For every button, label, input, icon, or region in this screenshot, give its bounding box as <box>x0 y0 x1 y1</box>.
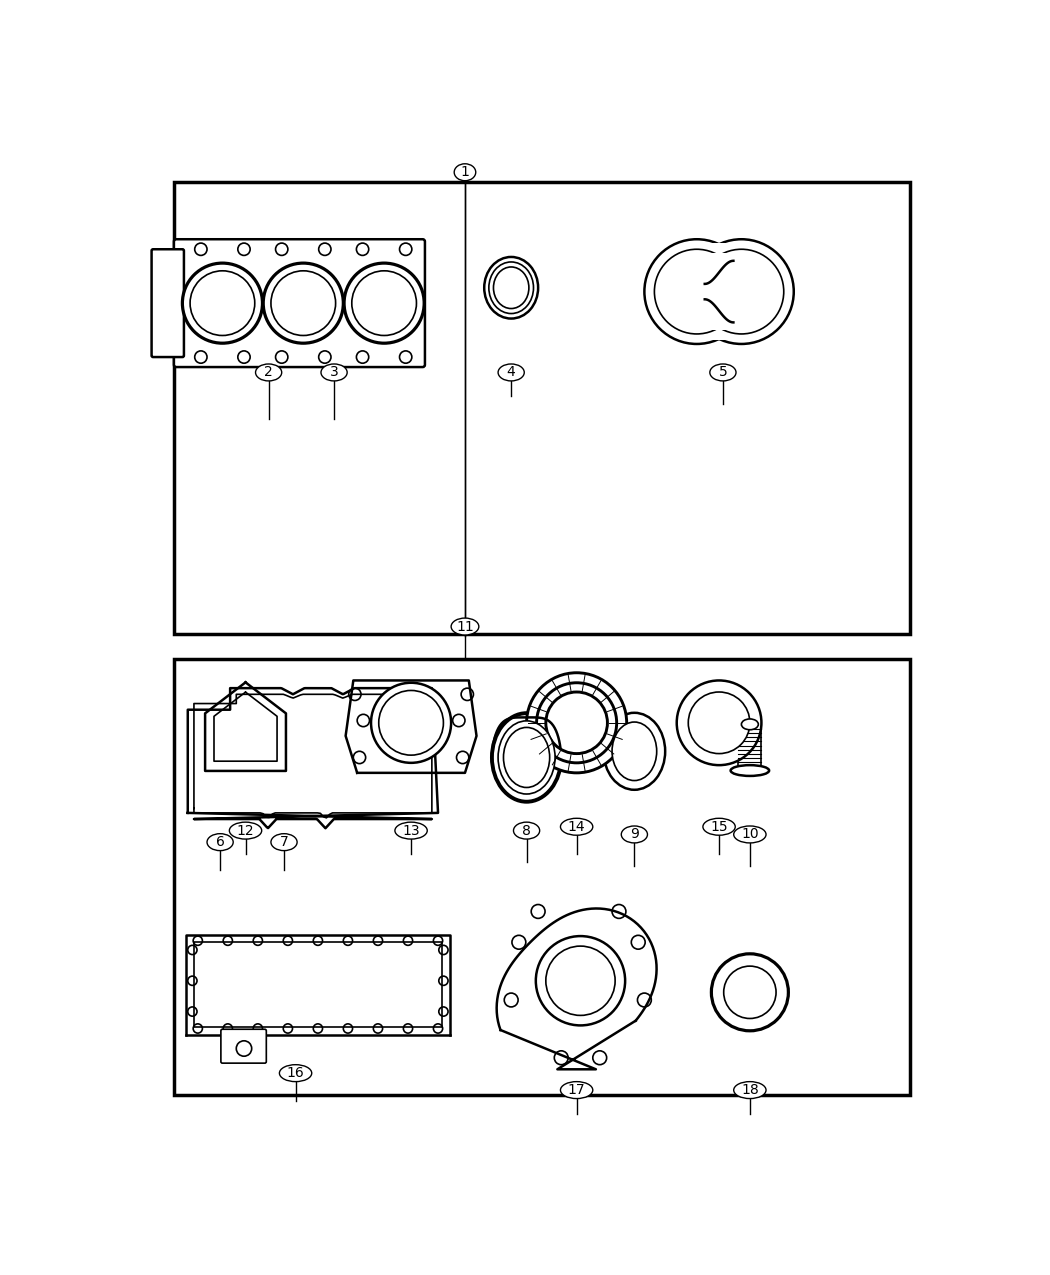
Text: 17: 17 <box>568 1082 586 1096</box>
Bar <box>174 182 910 634</box>
Circle shape <box>536 936 625 1025</box>
Text: 16: 16 <box>287 1066 304 1080</box>
Ellipse shape <box>395 822 427 839</box>
Text: 13: 13 <box>402 824 420 838</box>
Circle shape <box>645 240 749 344</box>
Text: 18: 18 <box>741 1082 759 1096</box>
Ellipse shape <box>612 722 656 780</box>
Text: 3: 3 <box>330 366 338 380</box>
Ellipse shape <box>207 834 233 850</box>
Text: 8: 8 <box>522 824 531 838</box>
Text: 15: 15 <box>710 820 728 834</box>
Circle shape <box>537 682 616 762</box>
Bar <box>174 659 910 1095</box>
Ellipse shape <box>484 258 538 319</box>
Text: 7: 7 <box>279 835 289 849</box>
Text: 12: 12 <box>236 824 254 838</box>
Text: 11: 11 <box>456 620 474 634</box>
Ellipse shape <box>498 720 555 794</box>
Circle shape <box>371 682 452 762</box>
Text: 9: 9 <box>630 827 638 842</box>
Ellipse shape <box>741 719 758 729</box>
FancyBboxPatch shape <box>151 249 184 357</box>
Circle shape <box>344 263 424 343</box>
Circle shape <box>546 946 615 1015</box>
Circle shape <box>654 249 739 334</box>
FancyBboxPatch shape <box>174 240 425 367</box>
Ellipse shape <box>455 163 476 181</box>
Ellipse shape <box>504 728 550 788</box>
Ellipse shape <box>604 713 666 789</box>
Bar <box>194 942 442 1026</box>
Bar <box>693 254 745 330</box>
Circle shape <box>677 681 761 765</box>
Text: 5: 5 <box>718 366 728 380</box>
Ellipse shape <box>321 363 348 381</box>
Ellipse shape <box>498 363 524 381</box>
Circle shape <box>699 249 783 334</box>
Ellipse shape <box>710 363 736 381</box>
Text: 4: 4 <box>507 366 516 380</box>
Circle shape <box>546 692 607 754</box>
Ellipse shape <box>279 1065 312 1081</box>
Ellipse shape <box>513 822 540 839</box>
Text: 6: 6 <box>215 835 225 849</box>
Ellipse shape <box>622 826 648 843</box>
Ellipse shape <box>494 266 529 309</box>
Circle shape <box>527 673 627 773</box>
Ellipse shape <box>702 819 735 835</box>
Ellipse shape <box>561 819 593 835</box>
Circle shape <box>379 691 443 755</box>
Ellipse shape <box>731 765 769 776</box>
Bar <box>693 244 745 340</box>
Ellipse shape <box>492 713 561 802</box>
FancyBboxPatch shape <box>220 1029 267 1063</box>
Circle shape <box>689 240 794 344</box>
Ellipse shape <box>489 261 533 314</box>
Ellipse shape <box>734 1081 766 1099</box>
Circle shape <box>723 966 776 1019</box>
Ellipse shape <box>734 826 766 843</box>
Bar <box>738 720 761 770</box>
Text: 10: 10 <box>741 827 759 842</box>
Text: 1: 1 <box>461 166 469 180</box>
Text: 2: 2 <box>265 366 273 380</box>
Ellipse shape <box>452 618 479 635</box>
Ellipse shape <box>255 363 281 381</box>
Circle shape <box>689 692 750 754</box>
Ellipse shape <box>271 834 297 850</box>
Ellipse shape <box>561 1081 593 1099</box>
Circle shape <box>712 954 789 1030</box>
Text: 14: 14 <box>568 820 586 834</box>
Circle shape <box>264 263 343 343</box>
Ellipse shape <box>229 822 261 839</box>
Circle shape <box>183 263 262 343</box>
